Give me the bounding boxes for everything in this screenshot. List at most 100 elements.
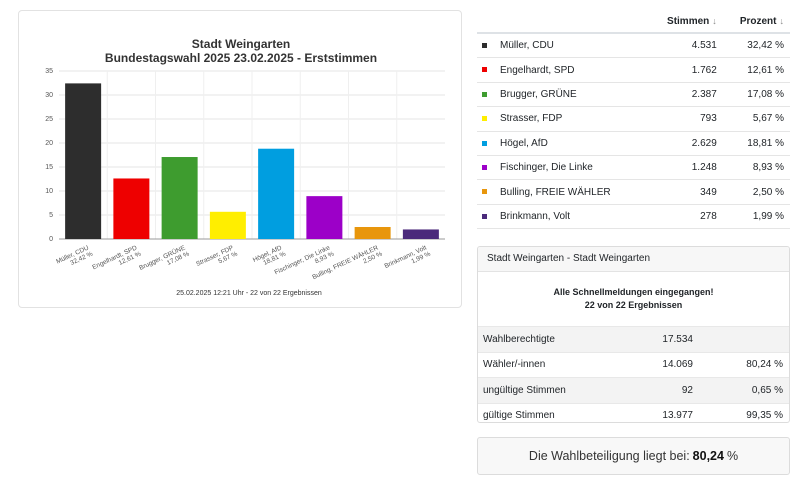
- stats-row-ungueltige: ungültige Stimmen 92 0,65 %: [478, 377, 789, 403]
- stats-percent: 99,35 %: [746, 410, 783, 422]
- candidate-votes: 4.531: [648, 33, 723, 59]
- turnout-box: Die Wahlbeteiligung liegt bei: 80,24 %: [477, 437, 790, 475]
- party-color-swatch: [477, 131, 500, 156]
- bar: [258, 148, 295, 239]
- party-color-swatch: [477, 179, 500, 205]
- sort-arrow-down-icon: ↓: [712, 15, 717, 26]
- color-square-icon: [482, 213, 487, 219]
- color-square-icon: [482, 165, 487, 170]
- header-name-spacer: [500, 10, 649, 34]
- candidate-name: Bulling, FREIE WÄHLER: [500, 179, 649, 205]
- stats-row-waehler: Wähler/-innen 14.069 80,24 %: [478, 351, 789, 378]
- stats-label: Wähler/-innen: [483, 359, 546, 371]
- color-square-icon: [482, 67, 487, 73]
- turnout-value: 80,24: [692, 449, 724, 463]
- stats-percent: 0,65 %: [751, 384, 783, 396]
- header-stimmen-label: Stimmen: [667, 15, 710, 27]
- result-row: Bulling, FREIE WÄHLER 349 2,50 %: [477, 179, 790, 205]
- result-row: Högel, AfD 2.629 18,81 %: [477, 131, 790, 156]
- candidate-votes: 1.762: [648, 57, 723, 83]
- color-square-icon: [482, 91, 487, 97]
- bar: [209, 211, 246, 239]
- stats-label: ungültige Stimmen: [483, 384, 566, 396]
- result-row: Fischinger, Die Linke 1.248 8,93 %: [477, 155, 790, 181]
- stats-value: 14.069: [662, 359, 693, 371]
- y-tick-label: 35: [45, 68, 53, 75]
- bar: [65, 83, 102, 239]
- candidate-name: Brinkmann, Volt: [500, 204, 649, 230]
- candidate-name: Fischinger, Die Linke: [500, 155, 649, 181]
- candidate-name: Brugger, GRÜNE: [500, 82, 649, 108]
- stats-row-wahlberechtigte: Wahlberechtigte 17.534: [478, 326, 789, 352]
- color-square-icon: [482, 116, 487, 122]
- result-row: Strasser, FDP 793 5,67 %: [477, 106, 790, 132]
- stats-percent: 80,24 %: [746, 359, 783, 371]
- y-tick-label: 25: [45, 116, 53, 123]
- candidate-name: Högel, AfD: [500, 131, 649, 156]
- color-square-icon: [482, 189, 487, 195]
- candidate-percent: 5,67 %: [722, 106, 790, 132]
- results-header-row: Stimmen ↓ Prozent ↓: [477, 10, 790, 34]
- y-tick-label: 0: [49, 236, 53, 243]
- bar: [306, 196, 343, 239]
- candidate-percent: 12,61 %: [722, 57, 790, 83]
- stats-value: 17.534: [662, 333, 693, 345]
- notice-line-1: Alle Schnellmeldungen eingegangen!: [553, 287, 714, 297]
- sort-prozent-button[interactable]: Prozent ↓: [722, 10, 790, 34]
- y-tick-label: 15: [45, 164, 53, 171]
- candidate-percent: 1,99 %: [722, 204, 790, 230]
- sort-arrow-down-icon: ↓: [779, 15, 785, 26]
- result-row: Müller, CDU 4.531 32,42 %: [477, 33, 790, 59]
- color-square-icon: [482, 140, 487, 146]
- candidate-name: Strasser, FDP: [500, 106, 649, 132]
- y-tick-label: 30: [45, 92, 53, 99]
- y-tick-label: 5: [49, 212, 53, 219]
- candidate-name: Müller, CDU: [500, 33, 649, 59]
- bar: [113, 178, 150, 239]
- candidate-percent: 8,93 %: [722, 155, 790, 181]
- party-color-swatch: [477, 82, 500, 108]
- chart-footer: 25.02.2025 12:21 Uhr - 22 von 22 Ergebni…: [176, 290, 322, 297]
- stats-value: 13.977: [662, 410, 693, 422]
- turnout-suffix: %: [726, 449, 739, 463]
- candidate-percent: 32,42 %: [722, 33, 790, 59]
- result-row: Brugger, GRÜNE 2.387 17,08 %: [477, 82, 790, 108]
- header-prozent-label: Prozent: [739, 15, 777, 27]
- color-square-icon: [482, 43, 487, 49]
- results-table: Stimmen ↓ Prozent ↓ Müller, CDU 4.531 32,42 …: [477, 10, 790, 230]
- stats-row-gueltige: gültige Stimmen 13.977 99,35 %: [478, 402, 789, 423]
- results-body: Müller, CDU 4.531 32,42 % Engelhardt, SPD 1.…: [477, 33, 790, 230]
- candidate-votes: 2.387: [648, 82, 723, 108]
- y-tick-label: 10: [45, 188, 53, 195]
- stats-value: 92: [681, 384, 693, 396]
- bar: [354, 227, 391, 239]
- candidate-votes: 278: [648, 204, 723, 230]
- stats-label: gültige Stimmen: [483, 410, 555, 422]
- sort-stimmen-button[interactable]: Stimmen ↓: [648, 10, 723, 34]
- result-row: Engelhardt, SPD 1.762 12,61 %: [477, 57, 790, 83]
- candidate-votes: 1.248: [648, 155, 723, 181]
- stats-header: Stadt Weingarten - Stadt Weingarten: [478, 247, 789, 272]
- candidate-percent: 17,08 %: [722, 82, 790, 108]
- candidate-votes: 793: [648, 106, 723, 132]
- header-spacer: [477, 10, 500, 34]
- chart-title: Stadt Weingarten: [192, 37, 290, 51]
- candidate-votes: 349: [648, 179, 723, 205]
- party-color-swatch: [477, 155, 500, 181]
- candidate-name: Engelhardt, SPD: [500, 57, 649, 83]
- result-row: Brinkmann, Volt 278 1,99 %: [477, 204, 790, 230]
- party-color-swatch: [477, 106, 500, 132]
- turnout-prefix: Die Wahlbeteiligung liegt bei:: [528, 449, 690, 463]
- y-tick-label: 20: [45, 140, 53, 147]
- candidate-percent: 18,81 %: [722, 131, 790, 156]
- stats-card: Stadt Weingarten - Stadt Weingarten Alle…: [477, 246, 790, 423]
- candidate-votes: 2.629: [648, 131, 723, 156]
- chart-card: Stadt Weingarten Bundestagswahl 2025 23.0…: [18, 10, 462, 308]
- stats-label: Wahlberechtigte: [483, 333, 555, 345]
- party-color-swatch: [477, 57, 500, 83]
- party-color-swatch: [477, 204, 500, 230]
- candidate-percent: 2,50 %: [722, 179, 790, 205]
- bar: [161, 157, 198, 239]
- party-color-swatch: [477, 33, 500, 59]
